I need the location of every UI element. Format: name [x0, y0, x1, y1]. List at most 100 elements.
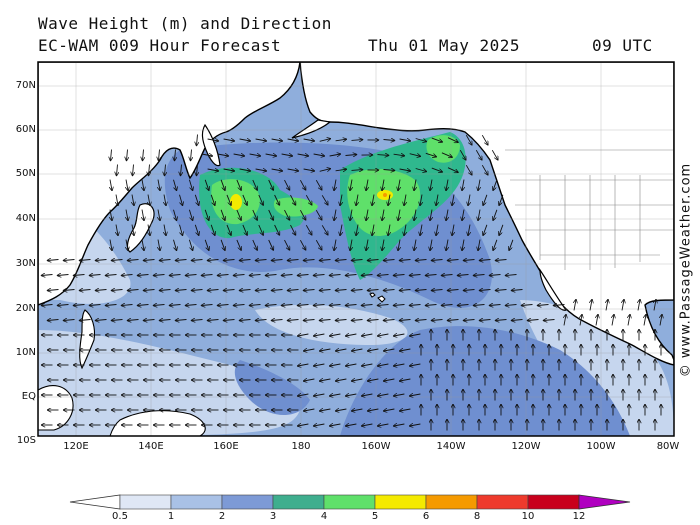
wave-arrow	[388, 194, 390, 206]
wave-arrow	[464, 260, 475, 261]
wave-arrow	[580, 315, 582, 326]
wave-arrow	[266, 305, 277, 306]
wave-arrow	[252, 179, 257, 190]
forecast-date: Thu 01 May 2025	[368, 36, 520, 55]
wave-arrow	[320, 260, 331, 261]
wave-arrow	[481, 134, 488, 145]
wave-arrow	[321, 195, 328, 204]
land-borneo	[38, 385, 74, 431]
wave-arrow	[432, 260, 443, 261]
wave-arrow	[442, 275, 453, 276]
wave-arrow	[372, 194, 374, 206]
wave-arrow	[496, 260, 507, 261]
wave-arrow	[288, 290, 299, 291]
wave-arrow	[462, 209, 464, 221]
wave-arrow	[165, 164, 166, 176]
wave-arrow	[475, 149, 482, 160]
wave-arrow	[458, 275, 469, 276]
wave-arrow	[288, 320, 299, 321]
wave-arrow	[268, 209, 274, 220]
wave-arrow	[383, 170, 395, 171]
wave-arrow	[258, 224, 263, 235]
wave-arrow	[394, 364, 405, 366]
colorbar-label-4: 4	[320, 511, 328, 522]
colorbar-cell	[170, 494, 223, 510]
land-hawaii	[369, 292, 386, 303]
wave-arrow	[352, 409, 363, 411]
wave-arrow	[320, 320, 331, 321]
wave-arrow	[265, 154, 277, 156]
wave-arrow	[499, 194, 504, 205]
wave-arrow	[499, 224, 504, 235]
wave-arrow	[334, 239, 336, 251]
wave-arrow	[48, 260, 59, 261]
wave-arrow	[446, 209, 448, 221]
wave-arrow	[194, 194, 198, 205]
wave-arrow	[452, 224, 454, 236]
wave-arrow	[143, 149, 144, 161]
forecast-model: EC-WAM 009 Hour Forecast	[38, 36, 282, 55]
wave-arrow	[236, 209, 241, 220]
colorbar-cell	[476, 494, 529, 510]
wave-arrow	[304, 349, 315, 351]
wave-arrow	[481, 164, 488, 175]
wave-arrow	[458, 305, 469, 306]
lon-label-80w: 80W	[656, 441, 680, 452]
wave-arrow	[160, 320, 171, 321]
wave-arrow	[465, 134, 472, 145]
wave-arrow	[201, 154, 213, 156]
wave-arrow	[368, 290, 379, 291]
wave-arrow	[368, 379, 379, 381]
wave-arrow	[330, 364, 341, 366]
wave-arrow	[350, 209, 352, 221]
wave-arrow	[287, 169, 299, 171]
wave-arrow	[314, 394, 325, 396]
wave-arrow	[173, 239, 177, 251]
wave-arrow	[336, 349, 347, 351]
wave-arrow	[346, 334, 357, 336]
wave-arrow	[447, 167, 458, 173]
wave-arrow	[340, 224, 342, 236]
wave-arrow	[112, 290, 123, 291]
wave-arrow	[628, 315, 630, 326]
wave-arrow	[258, 194, 263, 205]
wave-arrow	[122, 275, 133, 276]
wave-arrow	[239, 169, 251, 171]
wave-arrow	[483, 224, 488, 235]
wave-arrow	[281, 154, 293, 156]
wave-arrow	[606, 300, 608, 311]
wave-arrow	[321, 225, 328, 234]
wave-arrow	[478, 179, 480, 191]
lon-label-120e: 120E	[63, 441, 89, 452]
wave-arrow	[138, 305, 149, 306]
wave-arrow	[378, 275, 389, 276]
wave-arrow	[384, 349, 395, 351]
wave-arrow	[112, 320, 123, 321]
wave-arrow	[430, 239, 432, 251]
wave-arrow	[234, 275, 245, 276]
colorbar-label-10: 10	[521, 511, 535, 522]
wave-arrow	[112, 260, 123, 261]
wave-arrow	[208, 260, 219, 261]
wave-arrow	[128, 320, 139, 321]
wave-arrow	[400, 260, 411, 261]
wave-arrow	[90, 305, 101, 306]
wave-arrow	[126, 209, 128, 221]
wave-arrow	[340, 194, 342, 206]
wave-arrow	[538, 305, 549, 306]
wave-arrow	[336, 290, 347, 291]
wave-arrow	[509, 239, 514, 250]
wave-arrow	[378, 394, 389, 396]
wave-arrow	[410, 305, 421, 306]
colorbar-label-0-5: 0.5	[112, 511, 128, 522]
wave-arrow	[430, 209, 432, 221]
wave-arrow	[346, 305, 357, 306]
wave-arrow	[202, 305, 213, 306]
wave-arrow	[400, 409, 411, 411]
wave-arrow	[111, 149, 112, 161]
wave-arrow	[218, 305, 229, 306]
wave-arrow	[399, 139, 411, 141]
wave-arrow	[218, 275, 229, 276]
wave-arrow	[144, 320, 155, 321]
wave-arrow	[173, 179, 177, 191]
